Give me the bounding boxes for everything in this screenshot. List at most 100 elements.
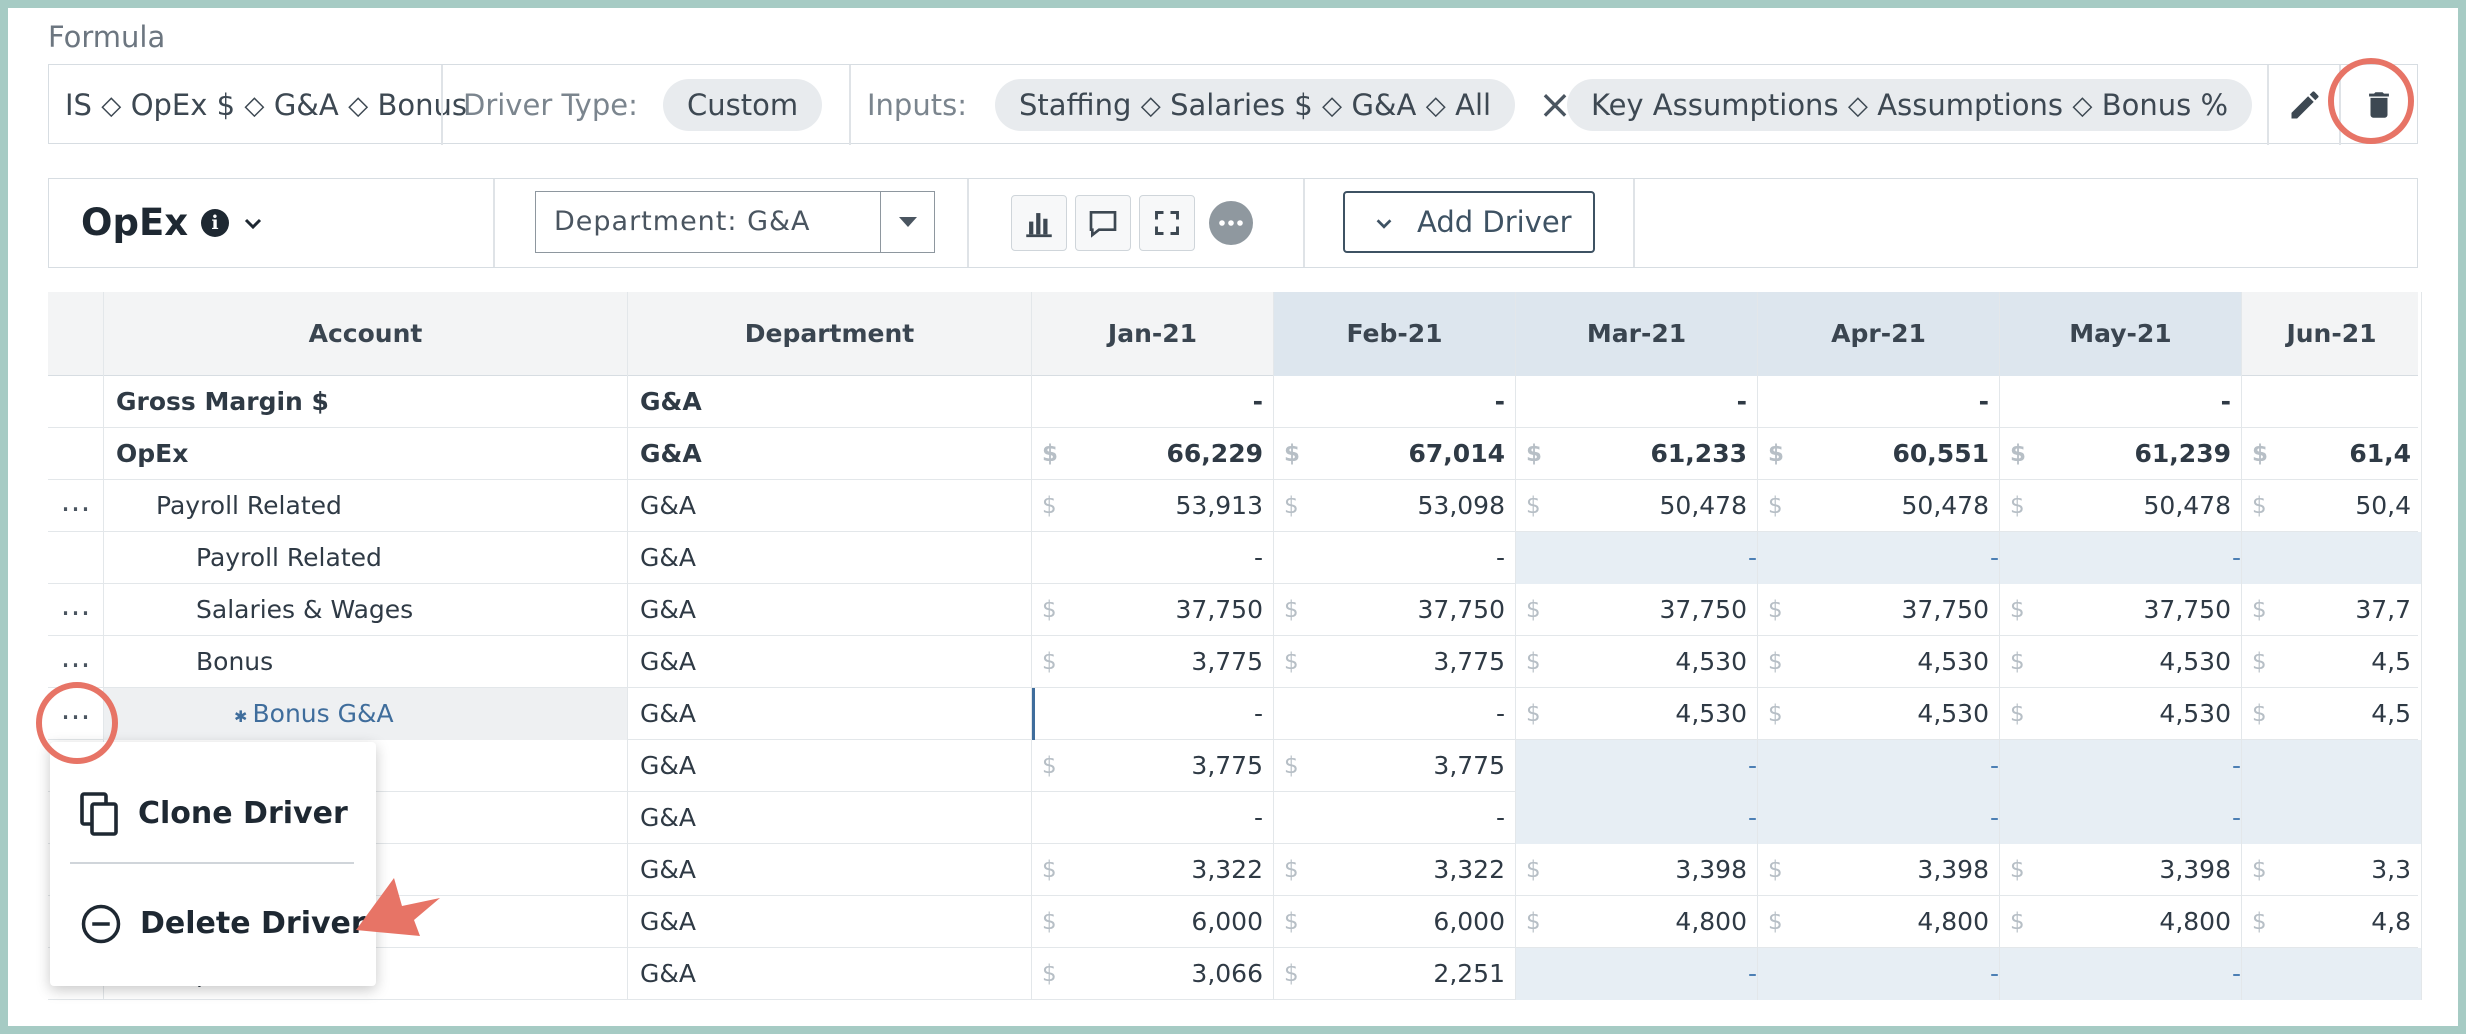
table-row[interactable]: … Payroll Related G&A $53,913 $53,098 $50,478… xyxy=(48,480,2422,532)
account-cell[interactable]: Gross Margin $ xyxy=(104,376,628,428)
value-cell[interactable]: $4,530 xyxy=(1758,636,2000,688)
department-cell[interactable]: G&A xyxy=(628,532,1032,584)
value-cell[interactable]: $3,775 xyxy=(1274,636,1516,688)
dropdown-arrow-icon[interactable] xyxy=(880,192,934,252)
table-row[interactable]: … Bonus G&A $3,775 $3,775 $4,530 $4,530 $4,530 $… xyxy=(48,636,2422,688)
table-row[interactable]: … ✱ Bonus G&A G&A - - $4,530 $4,530 $4,530 $4,5 xyxy=(48,688,2422,740)
value-cell[interactable]: - xyxy=(2000,792,2242,844)
column-header[interactable]: Mar-21 xyxy=(1516,292,1758,376)
delete-driver-option[interactable]: Delete Driver xyxy=(80,894,366,954)
column-header[interactable]: Feb-21 xyxy=(1274,292,1516,376)
value-cell[interactable]: $50,478 xyxy=(1516,480,1758,532)
value-cell[interactable]: $4,530 xyxy=(1516,636,1758,688)
table-row[interactable]: OpEx G&A $66,229 $67,014 $61,233 $60,551 $61,2… xyxy=(48,428,2422,480)
value-cell[interactable]: $61,239 xyxy=(2000,428,2242,480)
value-cell[interactable]: - xyxy=(2000,532,2242,584)
value-cell[interactable]: - xyxy=(1274,792,1516,844)
value-cell[interactable]: - xyxy=(1758,792,2000,844)
value-cell[interactable]: $3,3 xyxy=(2242,844,2422,896)
column-header[interactable]: May-21 xyxy=(2000,292,2242,376)
value-cell[interactable]: $50,478 xyxy=(1758,480,2000,532)
value-cell[interactable]: $4,530 xyxy=(2000,688,2242,740)
value-cell[interactable] xyxy=(2242,792,2422,844)
department-cell[interactable]: G&A xyxy=(628,636,1032,688)
department-cell[interactable]: G&A xyxy=(628,428,1032,480)
value-cell[interactable]: $37,750 xyxy=(1758,584,2000,636)
chart-view-button[interactable] xyxy=(1011,195,1067,251)
account-cell[interactable]: ✱ Bonus G&A xyxy=(104,688,628,740)
department-cell[interactable]: G&A xyxy=(628,896,1032,948)
value-cell[interactable] xyxy=(2242,376,2422,428)
value-cell[interactable]: - xyxy=(1032,532,1274,584)
account-cell[interactable]: Payroll Related xyxy=(104,532,628,584)
value-cell[interactable]: $60,551 xyxy=(1758,428,2000,480)
column-header[interactable]: Jan-21 xyxy=(1032,292,1274,376)
comment-button[interactable] xyxy=(1075,195,1131,251)
table-row[interactable]: G&A $3,322 $3,322 $3,398 $3,398 $3,398 $3,3 xyxy=(48,844,2422,896)
value-cell[interactable]: $4,800 xyxy=(1758,896,2000,948)
value-cell[interactable]: $4,800 xyxy=(1516,896,1758,948)
column-header[interactable]: Apr-21 xyxy=(1758,292,2000,376)
column-header[interactable]: Department xyxy=(628,292,1032,376)
value-cell[interactable]: $4,5 xyxy=(2242,688,2422,740)
department-filter-select[interactable]: Department: G&A xyxy=(535,191,935,253)
account-cell[interactable] xyxy=(104,792,628,844)
value-cell[interactable] xyxy=(2242,532,2422,584)
value-cell[interactable]: $53,098 xyxy=(1274,480,1516,532)
value-cell[interactable] xyxy=(2242,740,2422,792)
info-icon[interactable]: i xyxy=(201,209,229,237)
value-cell[interactable]: $3,322 xyxy=(1274,844,1516,896)
account-cell[interactable]: Salaries & Wages xyxy=(104,584,628,636)
value-cell[interactable]: - xyxy=(1032,376,1274,428)
clone-driver-option[interactable]: Clone Driver xyxy=(80,784,348,844)
value-cell[interactable]: - xyxy=(1274,376,1516,428)
chevron-down-icon[interactable] xyxy=(241,211,265,239)
add-driver-button[interactable]: Add Driver xyxy=(1343,191,1595,253)
value-cell[interactable]: $6,000 xyxy=(1274,896,1516,948)
value-cell[interactable]: $50,4 xyxy=(2242,480,2422,532)
account-cell[interactable] xyxy=(104,740,628,792)
driver-type-pill[interactable]: Custom xyxy=(663,79,823,131)
table-row[interactable]: Payroll Related G&A - - - - - xyxy=(48,532,2422,584)
value-cell[interactable]: - xyxy=(2000,740,2242,792)
table-row[interactable]: … Salaries & Wages G&A $37,750 $37,750 $37,75… xyxy=(48,584,2422,636)
value-cell[interactable]: $37,750 xyxy=(1516,584,1758,636)
value-cell[interactable]: - xyxy=(2000,376,2242,428)
value-cell[interactable]: $3,322 xyxy=(1032,844,1274,896)
input-pill-bonus-pct[interactable]: Key Assumptions ⬦ Assumptions ⬦ Bonus % xyxy=(1567,79,2253,131)
value-cell[interactable]: - xyxy=(1274,688,1516,740)
fullscreen-button[interactable] xyxy=(1139,195,1195,251)
value-cell[interactable]: - xyxy=(1758,948,2000,1000)
value-cell[interactable]: $37,7 xyxy=(2242,584,2422,636)
table-row[interactable]: ntsG&A$6,000$6,000$4,800$4,800$4,800$4,8 xyxy=(48,896,2422,948)
column-header[interactable]: Account xyxy=(104,292,628,376)
value-cell[interactable]: $3,066 xyxy=(1032,948,1274,1000)
value-cell[interactable]: - xyxy=(1516,792,1758,844)
multiply-operator[interactable]: × xyxy=(1538,82,1572,128)
department-cell[interactable]: G&A xyxy=(628,376,1032,428)
value-cell[interactable]: - xyxy=(1032,792,1274,844)
value-cell[interactable]: $2,251 xyxy=(1274,948,1516,1000)
value-cell[interactable]: - xyxy=(1274,532,1516,584)
value-cell[interactable]: $67,014 xyxy=(1274,428,1516,480)
table-row[interactable]: Gross Margin $ G&A - - - - - xyxy=(48,376,2422,428)
table-row[interactable]: G&A $3,775 $3,775- - - xyxy=(48,740,2422,792)
department-cell[interactable]: G&A xyxy=(628,792,1032,844)
table-row[interactable]: pensationG&A$3,066$2,251--- xyxy=(48,948,2422,1000)
value-cell[interactable]: $53,913 xyxy=(1032,480,1274,532)
value-cell[interactable]: $3,398 xyxy=(1516,844,1758,896)
account-cell[interactable] xyxy=(104,844,628,896)
department-cell[interactable]: G&A xyxy=(628,688,1032,740)
row-options-ellipsis-icon[interactable]: … xyxy=(60,484,92,519)
value-cell[interactable]: $3,398 xyxy=(2000,844,2242,896)
value-cell[interactable]: - xyxy=(1758,376,2000,428)
value-cell[interactable]: $3,775 xyxy=(1032,740,1274,792)
row-options-ellipsis-icon[interactable]: … xyxy=(60,588,92,623)
value-cell[interactable]: $3,398 xyxy=(1758,844,2000,896)
value-cell[interactable]: $37,750 xyxy=(1274,584,1516,636)
value-cell[interactable]: $61,233 xyxy=(1516,428,1758,480)
value-cell[interactable] xyxy=(2242,948,2422,1000)
value-cell[interactable]: - xyxy=(1516,948,1758,1000)
value-cell[interactable]: $66,229 xyxy=(1032,428,1274,480)
department-cell[interactable]: G&A xyxy=(628,740,1032,792)
